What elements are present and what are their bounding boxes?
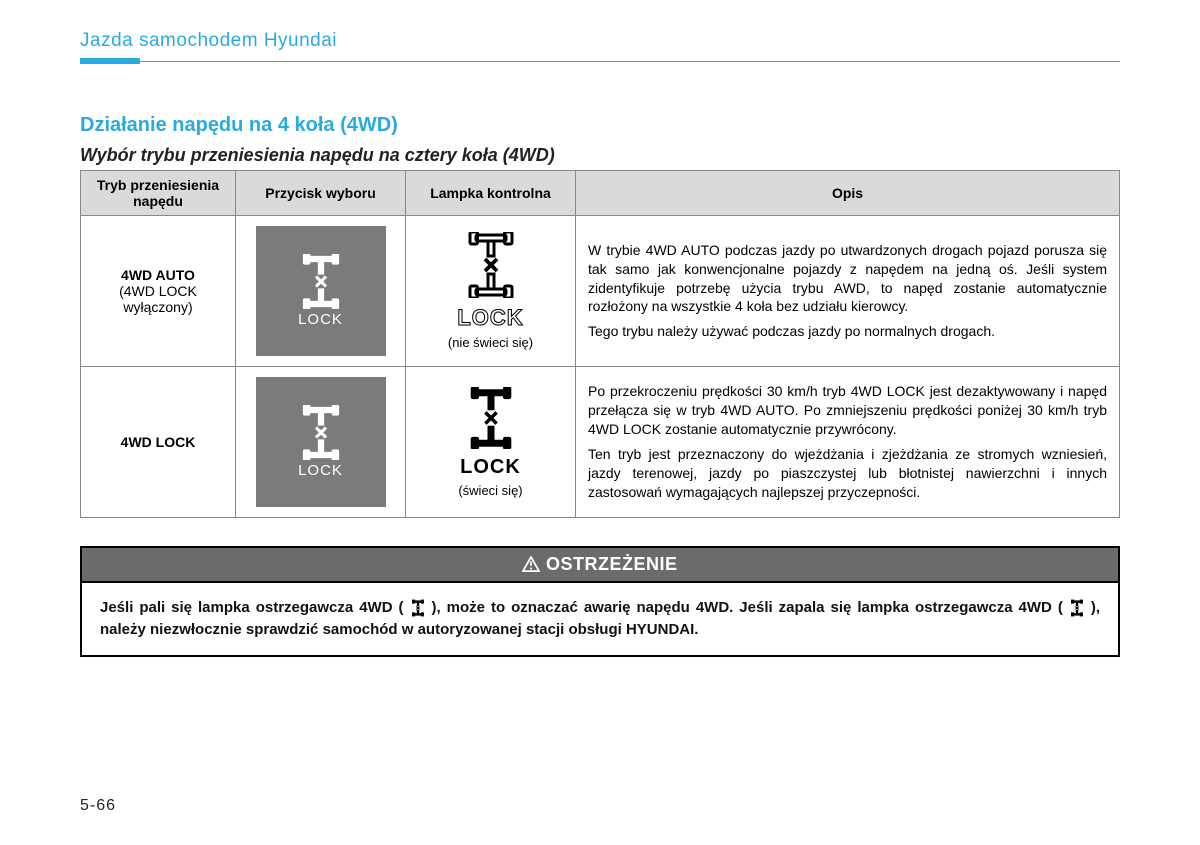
subsection-title: Wybór trybu przeniesienia napędu na czte… [80, 145, 1120, 166]
warning-body: Jeśli pali się lampka ostrzegawcza 4WD (… [82, 583, 1118, 655]
col-button: Przycisk wyboru [236, 171, 406, 216]
lamp-label: LOCK [418, 456, 563, 479]
selector-button-icon: LOCK [256, 377, 386, 507]
warning-header: OSTRZEŻENIE [82, 548, 1118, 583]
table-row: 4WD LOCK LOCK LOCK (świeci się) P [81, 367, 1120, 518]
button-label: LOCK [298, 462, 343, 479]
col-desc: Opis [576, 171, 1120, 216]
selector-button-icon: LOCK [256, 226, 386, 356]
mode-sub: (4WD LOCK wyłączony) [93, 283, 223, 315]
chapter-title: Jazda samochodem Hyundai [80, 30, 1120, 52]
warning-text: Jeśli pali się lampka ostrzegawcza 4WD ( [100, 599, 410, 616]
drivetrain-small-icon [1069, 599, 1085, 617]
lamp-status: (nie świeci się) [418, 335, 563, 350]
mode-name: 4WD AUTO [93, 267, 223, 283]
warning-triangle-icon [522, 556, 540, 572]
drivetrain-icon [296, 254, 346, 309]
mode-name: 4WD LOCK [93, 434, 223, 450]
lamp-label: LOCK [418, 305, 563, 331]
button-label: LOCK [298, 311, 343, 328]
lamp-icon [461, 232, 521, 298]
lamp-icon [463, 387, 519, 449]
warning-text: ), może to oznaczać awarię napędu 4WD. J… [432, 599, 1069, 616]
header-rule [80, 58, 1120, 64]
desc-paragraph: Po przekroczeniu prędkości 30 km/h tryb … [588, 382, 1107, 439]
col-mode: Tryb przeniesienia napędu [81, 171, 236, 216]
warning-box: OSTRZEŻENIE Jeśli pali się lampka ostrze… [80, 546, 1120, 657]
warning-header-text: OSTRZEŻENIE [546, 554, 678, 574]
lamp-status: (świeci się) [418, 483, 563, 498]
drivetrain-icon [296, 405, 346, 460]
desc-paragraph: Ten tryb jest przeznaczony do wjeżdżania… [588, 445, 1107, 502]
col-lamp: Lampka kontrolna [406, 171, 576, 216]
desc-paragraph: Tego trybu należy używać podczas jazdy p… [588, 322, 1107, 341]
drivetrain-small-icon [410, 599, 426, 617]
section-title: Działanie napędu na 4 koła (4WD) [80, 114, 1120, 137]
mode-table: Tryb przeniesienia napędu Przycisk wybor… [80, 170, 1120, 518]
table-row: 4WD AUTO (4WD LOCK wyłączony) LOCK LOCK … [81, 216, 1120, 367]
page-number: 5-66 [80, 797, 116, 815]
desc-paragraph: W trybie 4WD AUTO podczas jazdy po utwar… [588, 241, 1107, 317]
